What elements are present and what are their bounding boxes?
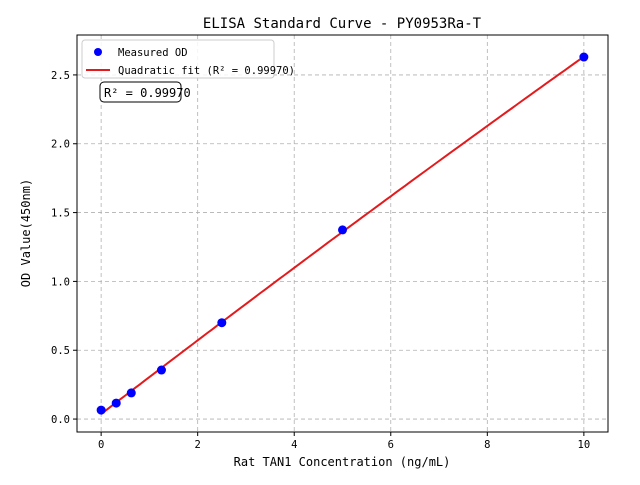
legend-label-fit: Quadratic fit (R² = 0.99970) — [118, 65, 295, 77]
legend-box — [81, 39, 275, 79]
data-point — [126, 388, 136, 398]
x-tick-label: 6 — [388, 439, 394, 451]
legend: Measured OD Quadratic fit (R² = 0.99970) — [81, 39, 295, 79]
x-tick-label: 0 — [98, 439, 104, 451]
fit-curve — [100, 55, 585, 415]
data-point — [217, 318, 227, 328]
data-point — [96, 405, 106, 415]
chart-title: ELISA Standard Curve - PY0953Ra-T — [203, 16, 482, 32]
y-tick-label: 0.0 — [51, 414, 70, 426]
data-point — [156, 365, 166, 375]
y-tick-label: 0.5 — [51, 345, 70, 357]
x-tick-label: 10 — [578, 439, 591, 451]
plot-frame — [76, 34, 609, 433]
data-point — [111, 398, 121, 408]
r2-annotation: R² = 0.99970 — [104, 86, 191, 100]
x-axis-label: Rat TAN1 Concentration (ng/mL) — [234, 455, 451, 469]
y-axis-label: OD Value(450nm) — [19, 179, 33, 287]
legend-label-measured: Measured OD — [118, 47, 188, 59]
x-tick-label: 8 — [484, 439, 490, 451]
x-tick-label: 4 — [291, 439, 297, 451]
legend-marker-measured — [94, 48, 102, 56]
y-tick-label: 2.5 — [51, 70, 70, 82]
data-point — [579, 52, 589, 62]
y-tick-label: 2.0 — [51, 139, 70, 151]
y-tick-label: 1.0 — [51, 276, 70, 288]
y-tick-label: 1.5 — [51, 208, 70, 220]
data-point — [338, 225, 347, 235]
r2-annotation-box — [99, 81, 182, 103]
x-tick-label: 2 — [195, 439, 201, 451]
